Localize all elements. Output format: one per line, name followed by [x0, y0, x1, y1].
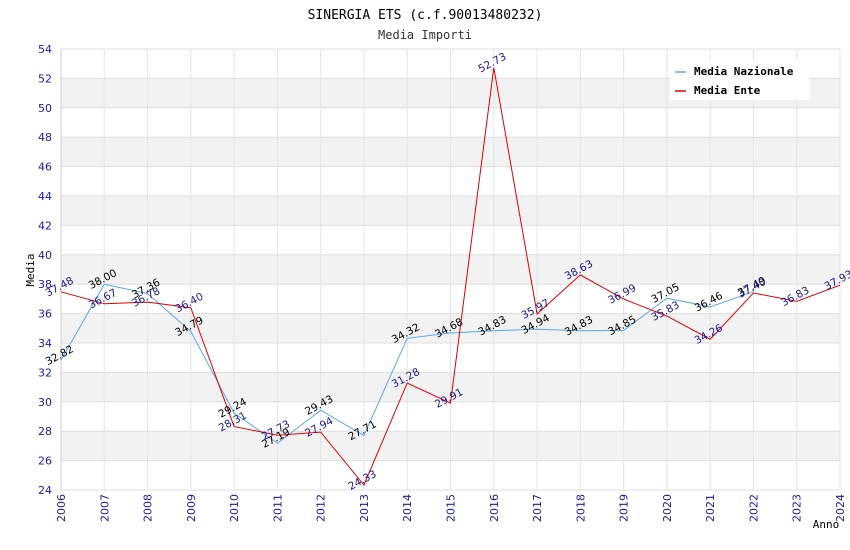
- grid-lines: [60, 48, 841, 491]
- y-tick-label: 36: [38, 308, 52, 321]
- y-tick-label: 32: [38, 366, 52, 379]
- x-tick-label: 2023: [791, 494, 804, 522]
- x-tick-label: 2012: [315, 494, 328, 522]
- x-tick-label: 2014: [401, 494, 414, 522]
- x-tick-label: 2015: [445, 494, 458, 522]
- legend-box: [670, 60, 810, 100]
- x-tick-label: 2010: [228, 494, 241, 522]
- x-tick-label: 2020: [661, 494, 674, 522]
- x-tick-label: 2022: [747, 494, 760, 522]
- y-tick-label: 38: [38, 278, 52, 291]
- x-tick-label: 2006: [55, 494, 68, 522]
- y-tick-label: 28: [38, 425, 52, 438]
- x-tick-label: 2021: [704, 494, 717, 522]
- y-tick-label: 34: [38, 337, 52, 350]
- legend: Media Nazionale Media Ente: [670, 60, 810, 100]
- y-tick-label: 42: [38, 219, 52, 232]
- x-axis-ticks: 2006 2007 2008 2009 2010 2011 2012 2013 2014 2015…: [55, 494, 847, 522]
- y-tick-label: 54: [38, 43, 52, 56]
- y-tick-label: 24: [38, 484, 52, 497]
- x-tick-label: 2013: [358, 494, 371, 522]
- x-tick-label: 2009: [185, 494, 198, 522]
- x-tick-label: 2011: [271, 494, 284, 522]
- legend-label-nazionale: Media Nazionale: [694, 65, 794, 78]
- x-axis-label: Anno: [813, 518, 840, 531]
- y-tick-label: 30: [38, 396, 52, 409]
- y-tick-label: 44: [38, 190, 52, 203]
- x-tick-label: 2018: [574, 494, 587, 522]
- x-tick-label: 2019: [618, 494, 631, 522]
- legend-label-ente: Media Ente: [694, 84, 761, 97]
- x-tick-label: 2016: [488, 494, 501, 522]
- y-tick-label: 52: [38, 72, 52, 85]
- series-lines: [60, 67, 841, 487]
- x-tick-label: 2017: [531, 494, 544, 522]
- x-tick-label: 2007: [98, 494, 111, 522]
- chart-title: SINERGIA ETS (c.f.90013480232): [308, 8, 543, 23]
- y-axis-ticks: 24 26 28 30 32 34 36 38 40 42 44 46 48 50 52 54: [38, 43, 52, 497]
- chart-subtitle: Media Importi: [378, 28, 472, 42]
- y-tick-label: 50: [38, 102, 52, 115]
- y-tick-label: 48: [38, 131, 52, 144]
- series-line-0: [60, 283, 754, 444]
- x-tick-label: 2008: [142, 494, 155, 522]
- series-line-1: [60, 67, 841, 487]
- y-tick-label: 40: [38, 249, 52, 262]
- y-tick-label: 26: [38, 455, 52, 468]
- y-axis-label: Media: [24, 253, 37, 286]
- x-tick-label: 2024: [834, 494, 847, 522]
- y-tick-label: 46: [38, 161, 52, 174]
